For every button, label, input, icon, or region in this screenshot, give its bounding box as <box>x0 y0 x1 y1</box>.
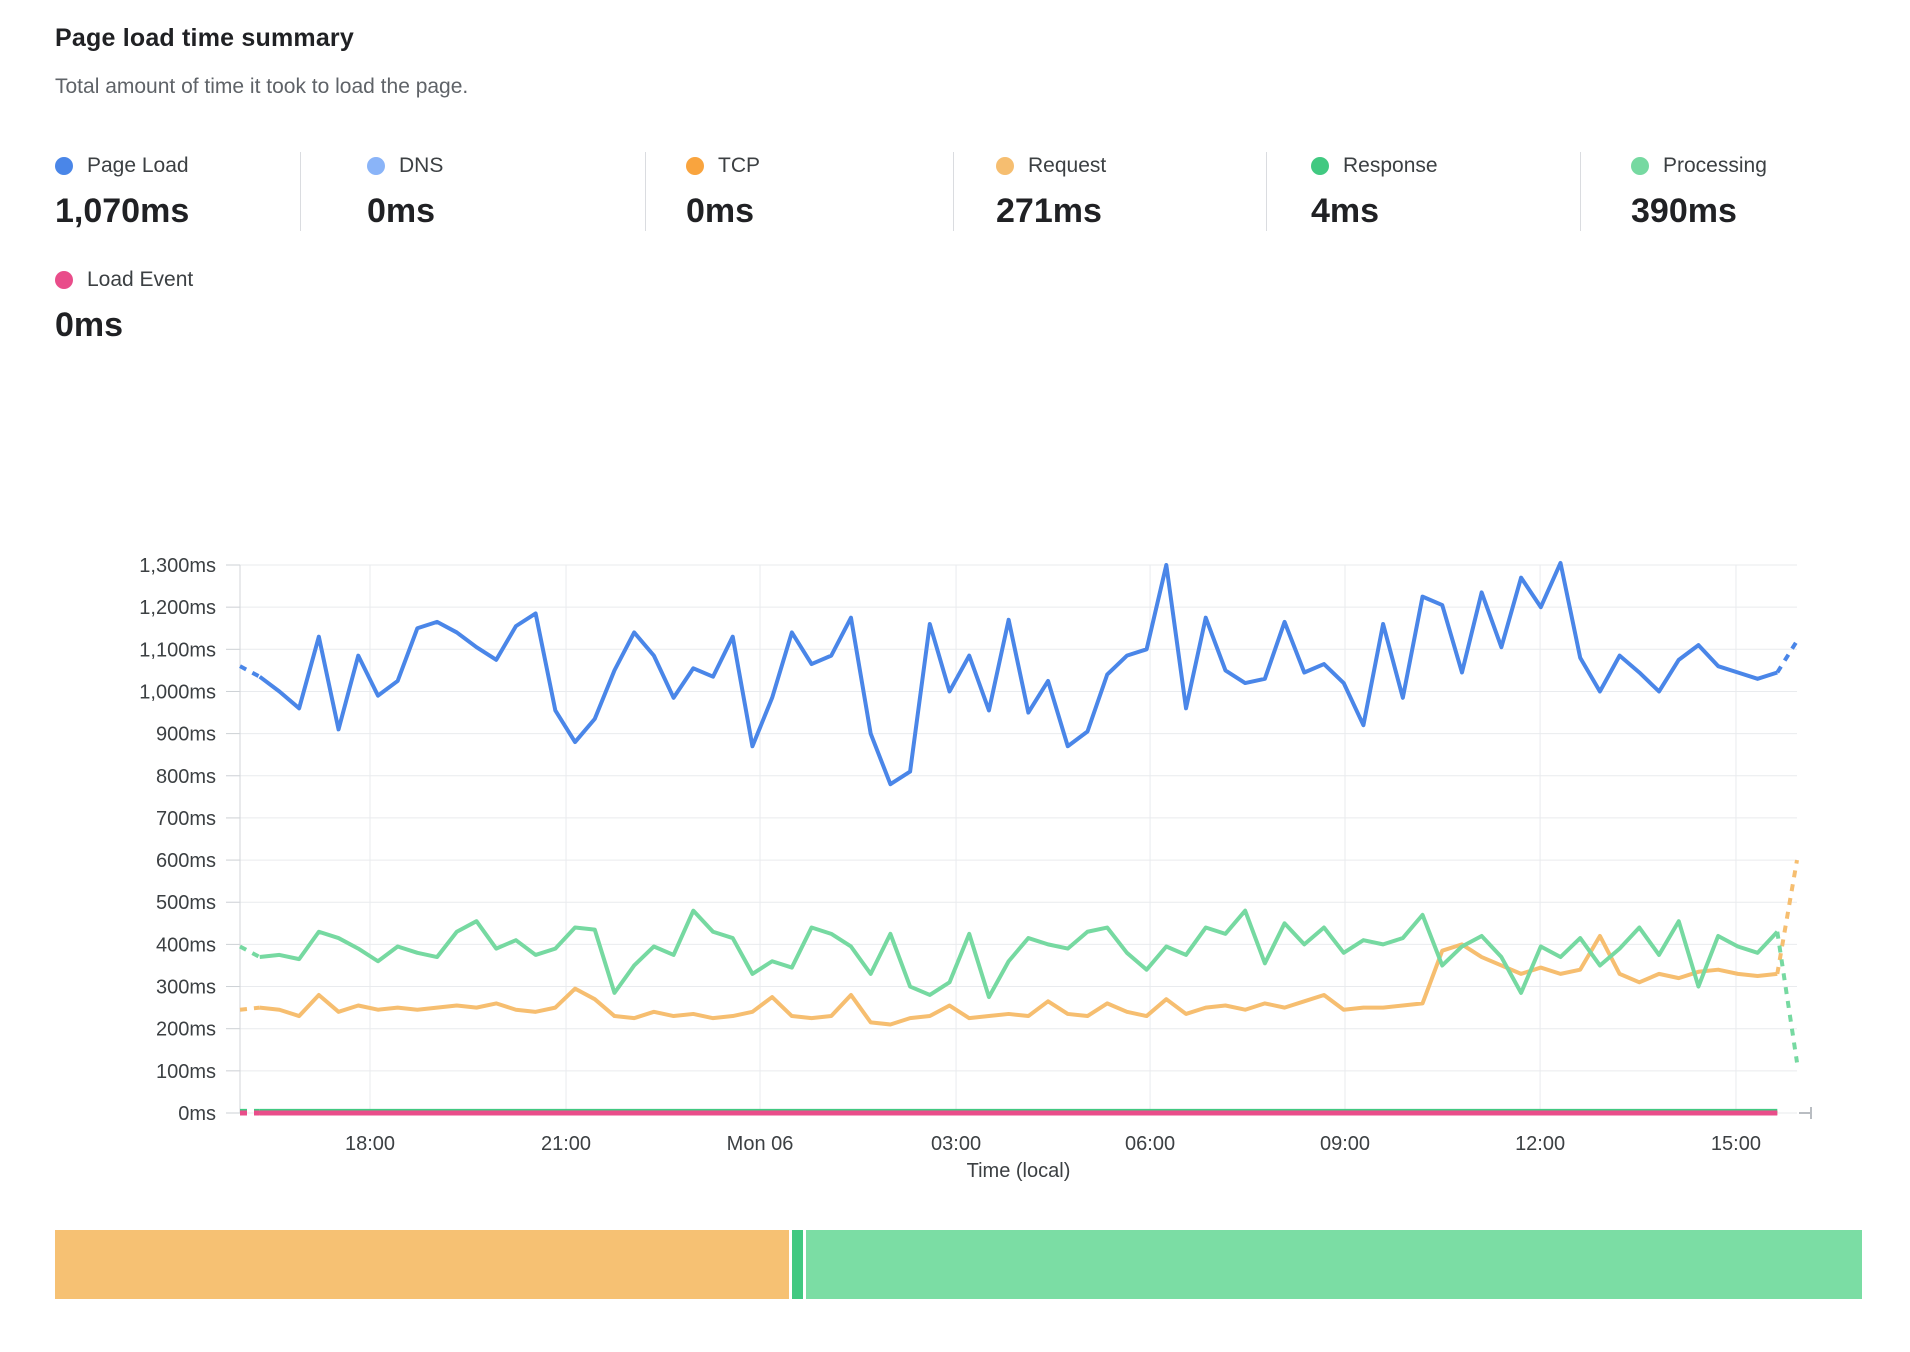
y-tick-label: 600ms <box>156 850 216 872</box>
metric-label-row: Page Load <box>55 152 300 180</box>
tcp-legend-dot-icon <box>686 157 704 175</box>
metric-page-load: Page Load 1,070ms <box>55 152 300 231</box>
header: Page load time summary Total amount of t… <box>55 24 468 99</box>
request-legend-dot-icon <box>996 157 1014 175</box>
bar-segment-processing <box>805 1230 1862 1299</box>
metric-load-event: Load Event 0ms <box>55 266 193 345</box>
page-subtitle: Total amount of time it took to load the… <box>55 75 469 98</box>
metric-label-row: TCP <box>686 152 953 180</box>
response-legend-dot-icon <box>1311 157 1329 175</box>
metric-label: TCP <box>718 154 760 177</box>
bar-segment-request <box>55 1230 789 1299</box>
series-processing <box>239 908 1799 1063</box>
processing-legend-dot-icon <box>1631 157 1649 175</box>
metric-processing: Processing 390ms <box>1580 152 1880 231</box>
y-tick-label: 800ms <box>156 766 216 788</box>
x-axis: 18:00 21:00 Mon 06 03:00 06:00 09:00 12:00 15:0… <box>239 565 1761 1182</box>
load-breakdown-bar <box>55 1230 1862 1299</box>
y-tick-label: 0ms <box>178 1103 216 1125</box>
metric-dns: DNS 0ms <box>300 152 645 231</box>
y-tick-label: 200ms <box>156 1019 216 1041</box>
metric-label: Response <box>1343 154 1438 177</box>
chart-svg: 0ms 100ms 200ms 300ms 400ms 500ms 600ms 700ms 80… <box>139 555 1812 1182</box>
metric-label-row: DNS <box>367 152 645 180</box>
metric-value: 1,070ms <box>55 192 190 230</box>
metric-label: Load Event <box>87 268 194 291</box>
y-tick-label: 1,000ms <box>139 681 216 703</box>
y-axis: 0ms 100ms 200ms 300ms 400ms 500ms 600ms 700ms 80… <box>139 555 1797 1125</box>
metric-value: 0ms <box>367 192 436 230</box>
metric-value: 4ms <box>1311 192 1380 230</box>
load-event-legend-dot-icon <box>55 271 73 289</box>
x-axis-title: Time (local) <box>967 1160 1071 1182</box>
metric-label: Request <box>1028 154 1107 177</box>
page-load-legend-dot-icon <box>55 157 73 175</box>
metric-value: 271ms <box>996 192 1102 230</box>
dns-legend-dot-icon <box>367 157 385 175</box>
y-tick-label: 700ms <box>156 808 216 830</box>
x-tick-label: 15:00 <box>1711 1133 1761 1155</box>
y-tick-label: 1,200ms <box>139 597 216 619</box>
y-tick-label: 300ms <box>156 977 216 999</box>
y-tick-label: 900ms <box>156 724 216 746</box>
metrics-row: Page Load 1,070ms DNS 0ms TCP 0ms Reques… <box>55 152 1880 231</box>
metric-label-row: Request <box>996 152 1266 180</box>
metric-value: 0ms <box>55 306 124 344</box>
y-tick-label: 100ms <box>156 1061 216 1083</box>
metric-label: DNS <box>399 154 444 177</box>
bar-segment-response <box>791 1230 803 1299</box>
metric-label: Page Load <box>87 154 189 177</box>
metric-label-row: Response <box>1311 152 1580 180</box>
x-tick-label: 18:00 <box>345 1133 395 1155</box>
page-title: Page load time summary <box>55 24 354 52</box>
x-tick-label: 06:00 <box>1125 1133 1175 1155</box>
series-request <box>239 859 1799 1027</box>
x-tick-label: 21:00 <box>541 1133 591 1155</box>
metric-request: Request 271ms <box>953 152 1266 231</box>
metric-label-row: Processing <box>1631 152 1880 180</box>
metric-value: 0ms <box>686 192 755 230</box>
x-tick-label: Mon 06 <box>727 1133 794 1155</box>
y-tick-label: 1,100ms <box>139 639 216 661</box>
x-tick-label: 12:00 <box>1515 1133 1565 1155</box>
y-tick-label: 500ms <box>156 892 216 914</box>
metric-value: 390ms <box>1631 192 1737 230</box>
metric-tcp: TCP 0ms <box>645 152 953 231</box>
metric-label-row: Load Event <box>55 266 193 294</box>
y-tick-label: 1,300ms <box>139 555 216 577</box>
metric-label: Processing <box>1663 154 1767 177</box>
page-load-time-chart[interactable]: 0ms 100ms 200ms 300ms 400ms 500ms 600ms 700ms 80… <box>0 540 1910 1200</box>
x-tick-label: 03:00 <box>931 1133 981 1155</box>
x-tick-label: 09:00 <box>1320 1133 1370 1155</box>
series-page-load <box>239 560 1799 787</box>
metric-response: Response 4ms <box>1266 152 1580 231</box>
y-tick-label: 400ms <box>156 934 216 956</box>
